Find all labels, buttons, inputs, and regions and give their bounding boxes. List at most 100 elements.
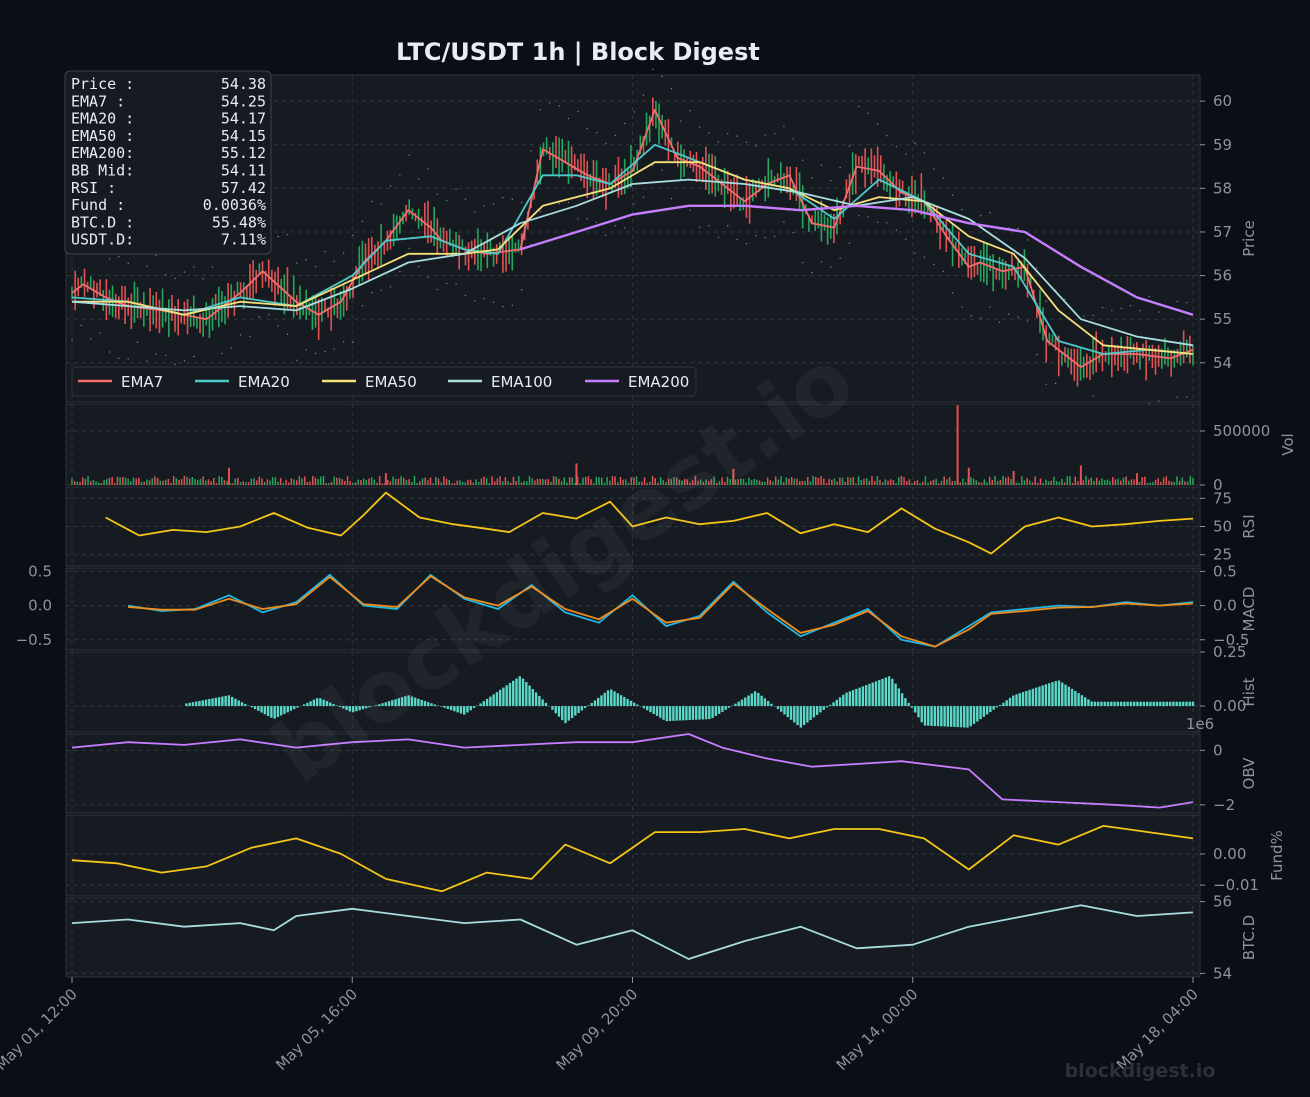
legend-entry: EMA20 [238,373,290,391]
bollinger-band-dot [230,347,232,349]
bollinger-band-dot [905,238,907,240]
info-box: Price : 54.38 EMA7 : 54.25 EMA20 : 54.17 EMA50… [64,70,272,255]
series-line-ema200 [520,204,1194,316]
y-axis-label: RSI [1240,514,1258,538]
hist-bar [783,706,786,715]
hist-bar [695,706,698,720]
hist-bar [368,706,371,708]
bollinger-band-dot [933,263,935,266]
series-line-btcd [71,904,1194,960]
y-axis-label: BTC.D [1240,915,1258,960]
bollinger-band-dot [895,229,898,231]
bollinger-band-dot [539,108,542,111]
hist-bar [361,706,365,710]
hist-bar [721,706,724,712]
bollinger-band-dot [839,166,841,169]
hist-bar [191,702,195,707]
hist-bar [495,692,499,707]
hist-bar [1093,701,1097,707]
hist-bar [508,683,512,707]
y-tick-label: 60 [1213,92,1232,110]
hist-bar [521,678,525,707]
bollinger-band-dot [1139,309,1141,312]
hist-bar [655,706,659,716]
hist-bar [1119,701,1123,707]
y-tick-label: 0.5 [1213,562,1237,580]
bollinger-band-dot [698,226,701,228]
hist-bar [1034,687,1038,707]
hist-bar [315,698,319,707]
hist-bar [322,699,325,707]
hist-bar [570,706,574,719]
bollinger-band-dot [1017,316,1019,318]
hist-bar [659,706,662,718]
hist-bar [708,706,711,720]
hist-bar [204,699,208,707]
hist-bar [217,697,221,707]
hist-bar [185,703,188,707]
hist-bar [632,702,636,707]
hist-bar [688,706,691,721]
hist-bar [1139,701,1142,707]
panel-vol: 0 500000 Vol [65,403,1297,494]
hist-bar [253,706,257,710]
bollinger-band-dot [1176,300,1179,303]
info-value: 54.25 [221,92,266,110]
hist-bar [244,703,247,707]
bollinger-band-dot [90,338,92,340]
hist-bar [884,677,887,707]
bollinger-band-dot [914,142,916,144]
bollinger-band-dot [277,325,279,327]
bollinger-band-dot [380,289,382,291]
hist-bar [881,678,884,707]
hist-bar [449,706,453,711]
bollinger-band-dot [1157,311,1160,313]
hist-bar [407,695,410,707]
hist-bar [593,700,597,707]
hist-bar [668,706,672,721]
bollinger-band-dot [436,193,439,195]
hist-bar [936,706,940,727]
bollinger-band-dot [979,317,982,319]
hist-bar [1087,699,1090,707]
hist-bar [1126,701,1129,707]
bollinger-band-dot [951,292,954,294]
series-line-ema7 [71,109,1194,369]
bollinger-band-dot [1036,267,1038,269]
bollinger-band-dot [623,122,626,125]
bollinger-band-dot [174,277,176,280]
y-tick-label: 57 [1213,223,1232,241]
bollinger-band-dot [586,127,588,130]
hist-bar [685,706,688,721]
bollinger-band-dot [605,142,607,145]
bollinger-band-dot [127,262,129,265]
hist-bar [1106,701,1110,707]
info-value: 7.11% [221,231,266,249]
series-line-obv [71,733,1194,809]
hist-bar [276,706,280,718]
chart-panels: 54 55 56 57 58 59 60 Price 0 500000 Vol 25 50 75 RSI −0… [0,68,1297,1074]
bollinger-band-dot [820,164,823,166]
hist-bar [1083,697,1087,707]
bollinger-band-dot [314,266,317,268]
bollinger-band-dot [923,152,926,154]
hist-bar [949,706,953,727]
hist-bar [498,689,502,707]
y-tick-label: 0.00 [1213,697,1246,715]
hist-bar [910,706,914,708]
hist-bar [1175,701,1178,707]
hist-bar [829,704,832,707]
bollinger-band-dot [511,304,513,307]
hist-bar [1191,701,1195,707]
bollinger-band-dot [211,266,214,268]
bollinger-band-dot [698,126,701,128]
bollinger-band-dot [717,141,720,143]
hist-bar [998,704,1002,707]
hist-bar [691,706,695,720]
hist-bar [1008,697,1012,707]
bollinger-band-dot [595,221,598,224]
hist-bar [201,700,204,707]
hist-bar [420,699,423,707]
hist-bar [917,706,920,718]
bollinger-band-dot [923,256,926,258]
